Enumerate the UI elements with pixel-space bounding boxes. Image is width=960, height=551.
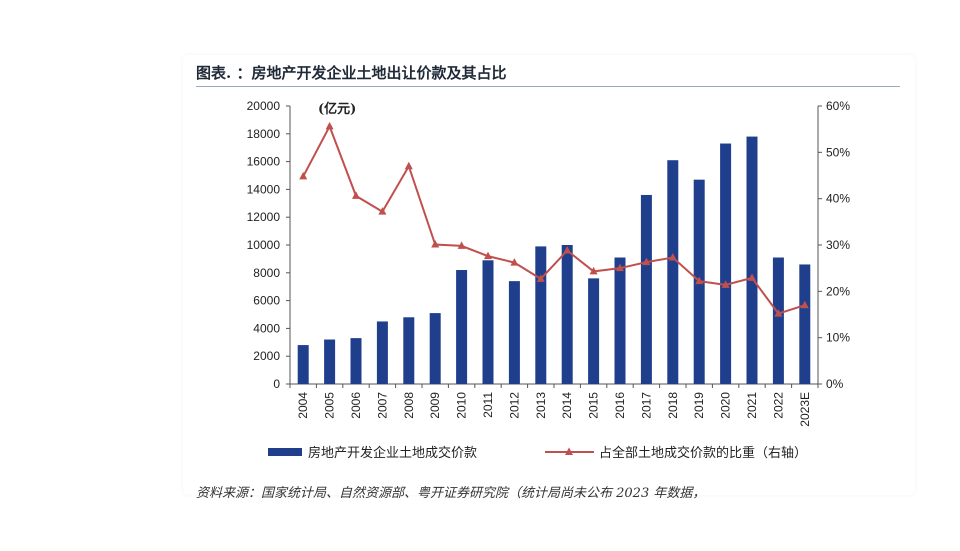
left-tick-label: 18000 — [247, 127, 281, 141]
bar — [588, 278, 600, 384]
left-tick-label: 0 — [273, 377, 280, 391]
line-marker — [642, 257, 651, 266]
line-marker — [484, 251, 492, 260]
bar — [772, 257, 784, 384]
x-tick-label: 2011 — [481, 392, 495, 418]
left-tick-label: 4000 — [253, 321, 280, 335]
line-marker — [352, 191, 360, 199]
x-tick-label: 2006 — [349, 392, 363, 419]
right-tick-label: 30% — [826, 238, 850, 252]
bar — [429, 313, 441, 384]
line-marker — [510, 258, 519, 266]
x-tick-label: 2013 — [534, 392, 548, 419]
left-tick-label: 16000 — [247, 155, 281, 169]
line-marker — [748, 273, 756, 281]
right-tick-label: 20% — [826, 284, 850, 298]
line-marker — [695, 276, 704, 285]
x-tick-label: 2016 — [613, 392, 627, 419]
line-marker — [404, 161, 413, 170]
x-tick-label: 2010 — [455, 392, 469, 419]
bar — [456, 270, 468, 384]
x-tick-label: 2004 — [296, 392, 310, 419]
line-marker — [325, 121, 334, 130]
legend-bar-label: 房地产开发企业土地成交价款 — [308, 445, 477, 461]
x-tick-label: 2005 — [323, 392, 337, 419]
right-tick-label: 50% — [826, 145, 850, 159]
x-tick-label: 2019 — [692, 392, 706, 419]
source-note: 资料来源：国家统计局、自然资源部、粤开证券研究院（统计局尚未公布 2023 年数… — [196, 486, 706, 501]
line-marker — [378, 207, 387, 215]
line-marker — [800, 300, 809, 309]
right-tick-label: 60% — [826, 99, 850, 113]
bar — [350, 338, 362, 384]
figure-card — [183, 55, 915, 495]
left-tick-label: 20000 — [247, 99, 281, 113]
bar — [561, 245, 573, 384]
right-tick-label: 40% — [826, 192, 850, 206]
x-tick-label: 2020 — [719, 392, 733, 419]
left-tick-label: 8000 — [253, 266, 280, 280]
figure-title: 图表. ：房地产开发企业土地出让价款及其占比 — [196, 64, 507, 82]
left-axis-unit-label: (亿元) — [318, 101, 356, 117]
x-tick-label: 2014 — [560, 392, 574, 419]
line-marker — [721, 280, 730, 288]
x-tick-label: 2012 — [507, 392, 521, 419]
bar — [667, 160, 679, 384]
share-line — [302, 123, 806, 315]
left-tick-label: 10000 — [247, 238, 281, 252]
x-tick-label: 2007 — [375, 392, 389, 419]
bar — [614, 257, 626, 384]
bar — [482, 260, 494, 384]
left-tick-label: 12000 — [247, 210, 281, 224]
bar — [720, 143, 732, 384]
line-marker — [589, 266, 598, 275]
x-tick-label: 2008 — [402, 392, 416, 419]
legend-line-marker — [565, 447, 573, 455]
bar — [376, 321, 388, 384]
bar — [799, 264, 811, 384]
bar — [640, 194, 652, 384]
legend-line-label: 占全部土地成交价款的比重（右轴） — [599, 445, 807, 461]
line-marker — [431, 240, 440, 248]
line-marker — [563, 246, 572, 254]
bar — [324, 339, 336, 384]
line-marker — [774, 309, 783, 317]
bar — [535, 246, 547, 384]
left-tick-label: 14000 — [247, 182, 281, 196]
bar — [403, 317, 415, 384]
bar — [746, 136, 758, 384]
right-tick-label: 10% — [826, 331, 850, 345]
line-marker — [616, 263, 624, 272]
legend-bar-swatch — [268, 448, 302, 456]
right-tick-label: 0% — [826, 377, 844, 391]
line-marker — [668, 253, 677, 261]
line-marker — [299, 171, 308, 180]
x-tick-label: 2022 — [771, 392, 785, 419]
left-tick-label: 6000 — [253, 294, 280, 308]
x-tick-label: 2015 — [587, 392, 601, 419]
bar — [297, 345, 309, 384]
x-tick-label: 2018 — [666, 392, 680, 419]
line-marker — [457, 241, 466, 249]
x-tick-label: 2017 — [639, 392, 653, 419]
left-tick-label: 2000 — [253, 349, 280, 363]
title-divider — [196, 86, 900, 87]
line-marker — [536, 274, 545, 282]
x-tick-label: 2023E — [798, 392, 812, 427]
x-tick-label: 2021 — [745, 392, 759, 419]
x-tick-label: 2009 — [428, 392, 442, 419]
bar — [508, 281, 520, 384]
